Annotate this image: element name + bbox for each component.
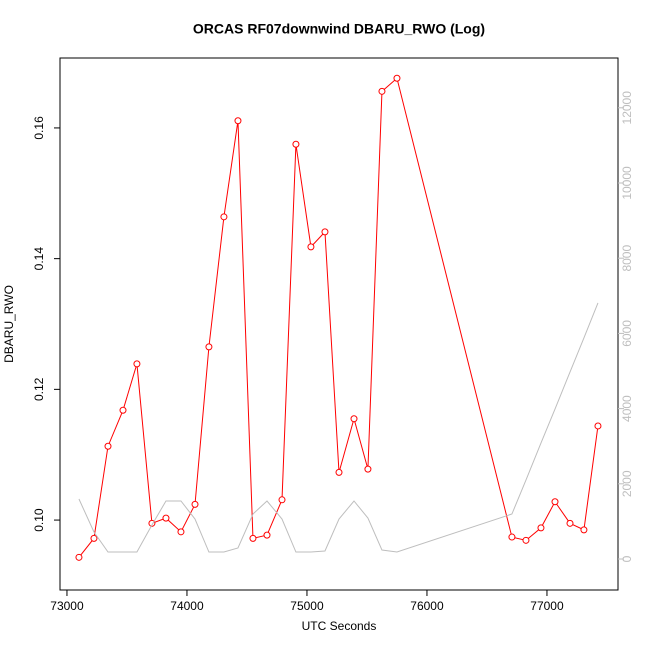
point <box>75 553 83 561</box>
y-tick-label: 0.12 <box>32 377 46 401</box>
point <box>249 534 257 542</box>
point <box>220 213 228 221</box>
point <box>133 360 141 368</box>
y-axis-label: DBARU_RWO <box>2 285 16 363</box>
point <box>104 442 112 450</box>
y2-tick-label: 0 <box>620 555 634 562</box>
chart-title: ORCAS RF07downwind DBARU_RWO (Log) <box>193 21 485 37</box>
x-tick-label: 75000 <box>290 599 324 613</box>
y-tick-label: 0.14 <box>32 247 46 271</box>
y-tick-label: 0.16 <box>32 116 46 140</box>
y-tick-label: 0.10 <box>32 508 46 532</box>
point <box>350 415 358 423</box>
x-tick-label: 73000 <box>50 599 84 613</box>
point <box>278 496 286 504</box>
point <box>522 536 530 544</box>
point <box>566 519 574 527</box>
series-line <box>78 302 599 553</box>
point <box>580 526 588 534</box>
point <box>537 524 545 532</box>
point <box>335 468 343 476</box>
point <box>263 531 271 539</box>
y2-tick-label: 8000 <box>620 245 634 272</box>
point <box>205 343 213 351</box>
point <box>321 228 329 236</box>
point <box>551 498 559 506</box>
point <box>378 87 386 95</box>
y2-tick-label: 10000 <box>620 166 634 200</box>
point <box>162 514 170 522</box>
x-tick-label: 74000 <box>170 599 204 613</box>
point <box>364 465 372 473</box>
point <box>292 140 300 148</box>
x-tick-label: 77000 <box>530 599 564 613</box>
point <box>307 243 315 251</box>
point <box>191 500 199 508</box>
x-axis-label: UTC Seconds <box>302 619 377 633</box>
x-tick-label: 76000 <box>410 599 444 613</box>
y2-tick-label: 6000 <box>620 320 634 347</box>
point <box>508 533 516 541</box>
point <box>119 406 127 414</box>
point <box>234 117 242 125</box>
point <box>594 422 602 430</box>
point <box>177 528 185 536</box>
point <box>90 534 98 542</box>
plot-frame <box>59 57 619 591</box>
y2-tick-label: 2000 <box>620 470 634 497</box>
point <box>393 74 401 82</box>
y2-tick-label: 4000 <box>620 395 634 422</box>
y2-tick-label: 12000 <box>620 91 634 125</box>
